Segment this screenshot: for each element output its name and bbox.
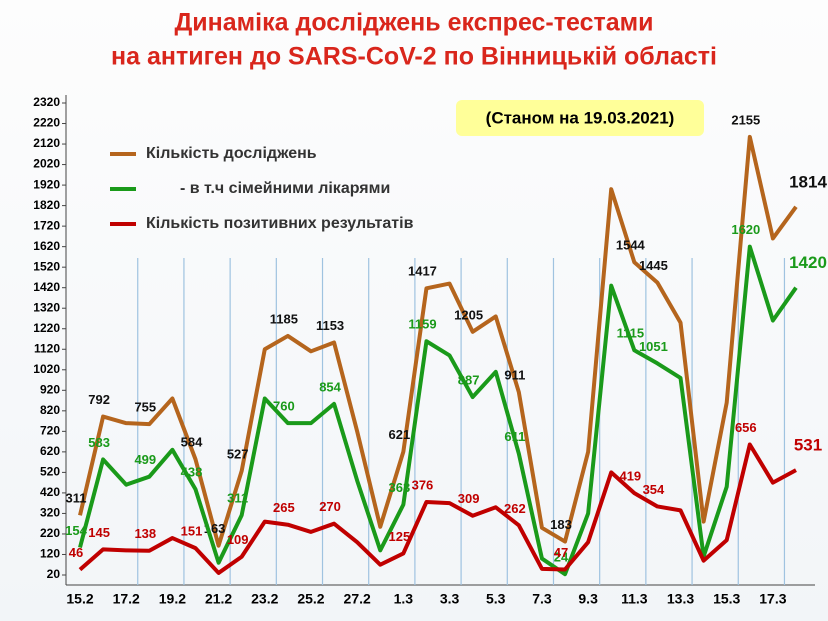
x-tick-label: 23.2 bbox=[251, 591, 278, 607]
data-label: 109 bbox=[227, 532, 249, 547]
y-tick-label: 620 bbox=[40, 444, 60, 458]
y-tick-label: 2020 bbox=[33, 157, 60, 171]
data-label: 24 bbox=[554, 550, 569, 565]
y-tick-label: 120 bbox=[40, 547, 60, 561]
data-label: 363 bbox=[389, 480, 411, 495]
x-tick-label: 15.3 bbox=[713, 591, 740, 607]
data-label: 499 bbox=[134, 452, 156, 467]
x-tick-label: 3.3 bbox=[440, 591, 460, 607]
x-tick-label: 25.2 bbox=[297, 591, 324, 607]
data-label: 911 bbox=[504, 368, 525, 383]
y-tick-label: 1020 bbox=[33, 362, 60, 376]
y-tick-label: 1820 bbox=[33, 198, 60, 212]
data-label: 531 bbox=[794, 436, 822, 455]
y-tick-label: 820 bbox=[40, 403, 60, 417]
legend-label: Кількість позитивних результатів bbox=[146, 215, 414, 232]
data-label: 183 bbox=[550, 517, 572, 532]
x-tick-label: 21.2 bbox=[205, 591, 232, 607]
data-label: 2155 bbox=[731, 112, 760, 127]
data-label: 265 bbox=[273, 500, 295, 515]
y-tick-label: 320 bbox=[40, 506, 60, 520]
data-label: 151 bbox=[181, 524, 203, 539]
x-tick-label: 15.2 bbox=[66, 591, 93, 607]
data-label: 1445 bbox=[639, 258, 668, 273]
data-label: 438 bbox=[181, 465, 203, 480]
chart-title: на антиген до SARS-CoV-2 по Вінницькій о… bbox=[111, 43, 717, 71]
data-label: 46 bbox=[69, 545, 83, 560]
y-tick-label: 1320 bbox=[33, 300, 60, 314]
y-tick-label: 1220 bbox=[33, 321, 60, 335]
x-tick-label: 27.2 bbox=[344, 591, 371, 607]
data-label: 1205 bbox=[454, 307, 483, 322]
x-tick-label: 13.3 bbox=[667, 591, 694, 607]
x-tick-label: 11.3 bbox=[621, 591, 648, 607]
x-tick-label: 5.3 bbox=[486, 591, 506, 607]
y-tick-label: 1620 bbox=[33, 239, 60, 253]
legend-label: Кількість досліджень bbox=[146, 145, 317, 162]
y-tick-label: 920 bbox=[40, 382, 60, 396]
data-label: 1051 bbox=[639, 339, 668, 354]
data-label: 376 bbox=[412, 477, 434, 492]
x-tick-label: 1.3 bbox=[394, 591, 414, 607]
data-label: 138 bbox=[134, 526, 156, 541]
series-line bbox=[78, 442, 797, 575]
data-label: 47 bbox=[554, 545, 568, 560]
x-tick-label: 9.3 bbox=[578, 591, 598, 607]
y-tick-label: 720 bbox=[40, 424, 60, 438]
data-label: 1814 bbox=[789, 172, 827, 191]
data-label: 760 bbox=[273, 399, 295, 414]
y-tick-label: 1420 bbox=[33, 280, 60, 294]
data-label: 1417 bbox=[408, 264, 437, 279]
data-label: 854 bbox=[319, 379, 341, 394]
x-tick-label: 7.3 bbox=[532, 591, 552, 607]
data-label: 1620 bbox=[731, 222, 760, 237]
y-tick-label: 520 bbox=[40, 465, 60, 479]
y-tick-label: 1520 bbox=[33, 259, 60, 273]
x-tick-label: 17.3 bbox=[759, 591, 786, 607]
y-tick-label: 2120 bbox=[33, 136, 60, 150]
y-tick-label: 420 bbox=[40, 485, 60, 499]
annotation-box bbox=[456, 100, 704, 136]
y-tick-label: 1720 bbox=[33, 218, 60, 232]
series-line bbox=[78, 244, 798, 577]
y-tick-label: 2220 bbox=[33, 116, 60, 130]
y-tick-label: 1920 bbox=[33, 177, 60, 191]
data-label: 125 bbox=[389, 529, 411, 544]
data-label: 792 bbox=[88, 392, 110, 407]
data-label: 309 bbox=[458, 491, 480, 506]
data-label: 527 bbox=[227, 446, 249, 461]
data-label: 755 bbox=[134, 400, 156, 415]
data-label: 621 bbox=[389, 427, 411, 442]
data-label: 419 bbox=[619, 469, 641, 484]
data-label: 1115 bbox=[617, 326, 645, 341]
legend-label: - в т.ч сімейними лікарями bbox=[180, 180, 390, 197]
y-tick-label: 220 bbox=[40, 526, 60, 540]
series-line bbox=[78, 134, 798, 548]
x-tick-label: 17.2 bbox=[113, 591, 140, 607]
data-label: 311 bbox=[227, 491, 248, 506]
y-tick-label: 20 bbox=[47, 567, 61, 581]
y-tick-label: 1120 bbox=[34, 341, 60, 355]
chart-title: Динаміка досліджень експрес-тестами bbox=[174, 9, 653, 37]
data-label: 270 bbox=[319, 499, 341, 514]
data-label: 262 bbox=[504, 501, 526, 516]
data-label: 1544 bbox=[616, 238, 646, 253]
data-label: 611 bbox=[504, 429, 525, 444]
data-label: 154 bbox=[65, 523, 87, 538]
data-label: 1159 bbox=[408, 317, 436, 332]
data-label: 1153 bbox=[316, 318, 344, 333]
annotation: (Станом на 19.03.2021) bbox=[486, 108, 675, 127]
data-label: 145 bbox=[88, 525, 110, 540]
data-label: 311 bbox=[66, 491, 87, 506]
data-label: 1185 bbox=[270, 311, 298, 326]
data-label: 887 bbox=[458, 373, 480, 388]
data-label: 583 bbox=[88, 435, 110, 450]
data-label: 584 bbox=[181, 435, 203, 450]
data-label: 1420 bbox=[789, 253, 827, 272]
data-label: 656 bbox=[735, 420, 757, 435]
x-tick-label: 19.2 bbox=[159, 591, 186, 607]
data-label: 354 bbox=[643, 482, 665, 497]
y-tick-label: 2320 bbox=[33, 95, 60, 109]
